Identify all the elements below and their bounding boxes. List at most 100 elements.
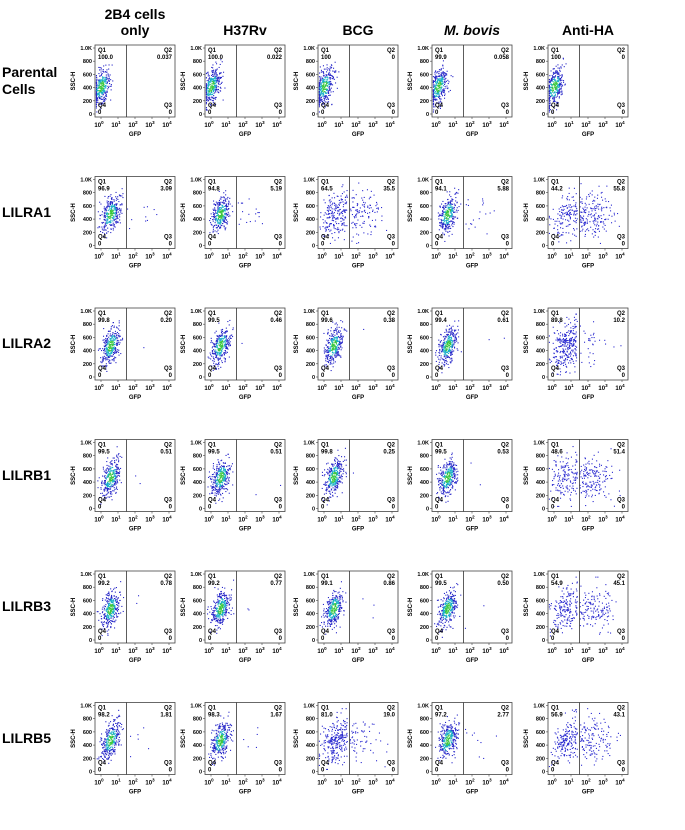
event-dot bbox=[221, 196, 223, 198]
event-dot bbox=[330, 360, 332, 362]
event-dot bbox=[320, 89, 322, 91]
event-dot bbox=[218, 207, 220, 209]
event-dot bbox=[320, 82, 322, 84]
quadrant-label: Q2 bbox=[387, 180, 396, 186]
event-dot bbox=[112, 227, 114, 229]
event-dot bbox=[605, 230, 607, 232]
event-dot bbox=[435, 102, 437, 104]
event-dot bbox=[451, 200, 453, 202]
event-dot bbox=[111, 64, 113, 66]
event-dot bbox=[114, 336, 116, 338]
event-dot bbox=[446, 211, 448, 213]
event-dot bbox=[455, 337, 457, 339]
event-dot bbox=[450, 205, 452, 207]
event-dot bbox=[110, 337, 112, 339]
event-dot bbox=[227, 208, 229, 210]
event-dot bbox=[447, 222, 449, 224]
event-dot bbox=[557, 85, 559, 87]
event-dot bbox=[232, 327, 234, 329]
quadrant-value: 0 bbox=[392, 55, 396, 61]
event-dot bbox=[597, 228, 599, 230]
event-dot bbox=[319, 99, 321, 101]
x-tick-base: 10 bbox=[111, 123, 118, 129]
quadrant-value: 0 bbox=[506, 110, 510, 116]
event-dot bbox=[445, 223, 447, 225]
event-dot bbox=[435, 70, 437, 72]
event-dot bbox=[100, 91, 102, 93]
event-dot bbox=[584, 206, 586, 208]
event-dot bbox=[446, 331, 448, 333]
event-dot bbox=[434, 71, 436, 73]
event-dot bbox=[486, 233, 488, 235]
event-dot bbox=[453, 216, 455, 218]
x-tick-base: 10 bbox=[238, 386, 245, 392]
event-dot bbox=[445, 345, 447, 347]
event-dot bbox=[104, 346, 106, 348]
x-tick-base: 10 bbox=[128, 386, 135, 392]
event-dot bbox=[212, 75, 214, 77]
event-dot bbox=[447, 218, 449, 220]
event-dot bbox=[213, 203, 215, 205]
event-dot bbox=[209, 84, 211, 86]
x-tick-base: 10 bbox=[368, 123, 375, 129]
event-dot bbox=[450, 220, 452, 222]
event-dot bbox=[550, 92, 552, 94]
event-dot bbox=[435, 98, 437, 100]
event-dot bbox=[447, 218, 449, 220]
event-dot bbox=[449, 337, 451, 339]
quadrant-label: Q4 bbox=[98, 235, 107, 241]
event-dot bbox=[448, 349, 450, 351]
event-dot bbox=[213, 343, 215, 345]
event-dot bbox=[105, 356, 107, 358]
event-dot bbox=[450, 326, 452, 328]
event-dot bbox=[106, 82, 108, 84]
event-dot bbox=[218, 202, 220, 204]
event-dot bbox=[324, 364, 326, 366]
event-dot bbox=[335, 351, 337, 353]
x-tick-exponent: 2 bbox=[245, 120, 248, 125]
event-dot bbox=[450, 328, 452, 330]
event-dot bbox=[435, 81, 437, 83]
event-dot bbox=[445, 230, 447, 232]
event-dot bbox=[548, 99, 550, 101]
event-dot bbox=[442, 222, 444, 224]
event-dot bbox=[116, 344, 118, 346]
x-tick-base: 10 bbox=[482, 123, 489, 129]
event-dot bbox=[109, 356, 111, 358]
event-dot bbox=[110, 222, 112, 224]
event-dot bbox=[576, 213, 578, 215]
event-dot bbox=[107, 205, 109, 207]
event-dot bbox=[329, 84, 331, 86]
event-dot bbox=[211, 70, 213, 72]
event-dot bbox=[451, 360, 453, 362]
event-dot bbox=[213, 204, 215, 206]
event-dot bbox=[446, 191, 448, 193]
event-dot bbox=[573, 199, 575, 201]
event-dot bbox=[205, 85, 207, 87]
event-dot bbox=[323, 352, 325, 354]
event-dot bbox=[553, 233, 555, 235]
event-dot bbox=[435, 93, 437, 95]
event-dot bbox=[337, 346, 339, 348]
event-dot bbox=[432, 93, 434, 95]
quadrant-label: Q1 bbox=[321, 311, 330, 317]
event-dot bbox=[432, 100, 434, 102]
event-dot bbox=[220, 331, 222, 333]
event-dot bbox=[103, 100, 105, 102]
event-dot bbox=[215, 85, 217, 87]
event-dot bbox=[435, 89, 437, 91]
event-dot bbox=[330, 327, 332, 329]
event-dot bbox=[443, 208, 445, 210]
event-dot bbox=[449, 350, 451, 352]
quadrant-label: Q1 bbox=[208, 180, 217, 186]
event-dot bbox=[332, 357, 334, 359]
x-axis-label: GFP bbox=[239, 132, 251, 138]
event-dot bbox=[242, 211, 244, 213]
event-cloud bbox=[548, 183, 620, 244]
event-dot bbox=[548, 90, 550, 92]
event-dot bbox=[101, 350, 103, 352]
event-dot bbox=[221, 333, 223, 335]
event-dot bbox=[558, 92, 560, 94]
x-tick-exponent: 2 bbox=[135, 120, 138, 125]
event-dot bbox=[211, 78, 213, 80]
